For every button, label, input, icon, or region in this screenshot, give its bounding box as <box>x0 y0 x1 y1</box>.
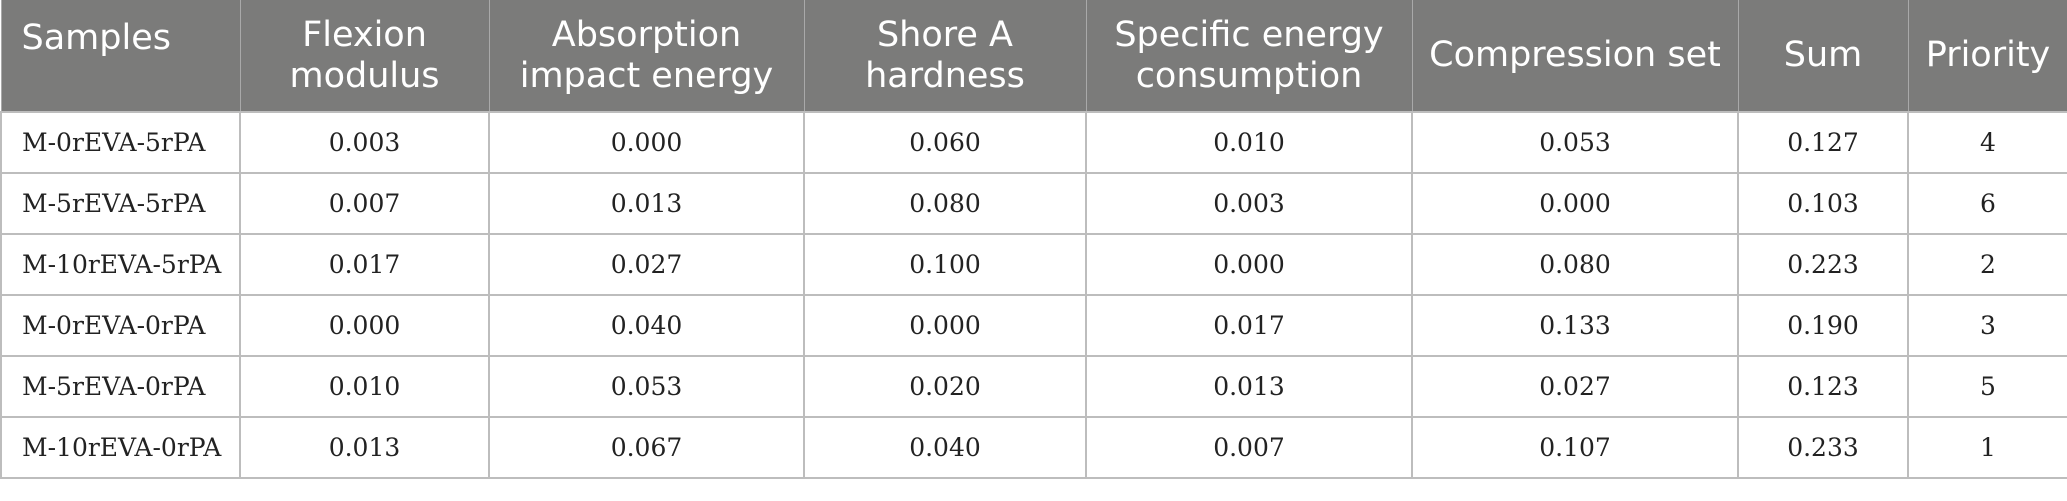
cell-sum: 0.223 <box>1737 233 1909 296</box>
table-row: M-5rEVA-0rPA 0.010 0.053 0.020 0.013 0.0… <box>0 355 2067 418</box>
cell-sample: M-10rEVA-5rPA <box>0 233 241 296</box>
cell-specific-energy-consumption: 0.007 <box>1085 416 1413 479</box>
cell-priority: 5 <box>1907 355 2067 418</box>
cell-shore-a-hardness: 0.020 <box>803 355 1087 418</box>
cell-priority: 3 <box>1907 294 2067 357</box>
cell-sum: 0.127 <box>1737 111 1909 174</box>
cell-specific-energy-consumption: 0.013 <box>1085 355 1413 418</box>
cell-sample: M-0rEVA-5rPA <box>0 111 241 174</box>
header-compression-set: Compression set <box>1411 0 1739 112</box>
cell-sum: 0.123 <box>1737 355 1909 418</box>
cell-compression-set: 0.000 <box>1411 172 1739 235</box>
cell-absorption-impact-energy: 0.000 <box>488 111 805 174</box>
cell-sum: 0.233 <box>1737 416 1909 479</box>
cell-flexion-modulus: 0.017 <box>239 233 490 296</box>
header-specific-energy-consumption: Specific energy consumption <box>1085 0 1413 112</box>
cell-priority: 6 <box>1907 172 2067 235</box>
cell-priority: 2 <box>1907 233 2067 296</box>
cell-shore-a-hardness: 0.080 <box>803 172 1087 235</box>
header-absorption-impact-energy: Absorption impact energy <box>488 0 805 112</box>
table-row: M-0rEVA-0rPA 0.000 0.040 0.000 0.017 0.1… <box>0 294 2067 357</box>
cell-compression-set: 0.107 <box>1411 416 1739 479</box>
cell-sum: 0.190 <box>1737 294 1909 357</box>
cell-absorption-impact-energy: 0.053 <box>488 355 805 418</box>
cell-absorption-impact-energy: 0.027 <box>488 233 805 296</box>
table-row: M-10rEVA-0rPA 0.013 0.067 0.040 0.007 0.… <box>0 416 2067 479</box>
table-row: M-0rEVA-5rPA 0.003 0.000 0.060 0.010 0.0… <box>0 111 2067 174</box>
cell-absorption-impact-energy: 0.067 <box>488 416 805 479</box>
table-row: M-5rEVA-5rPA 0.007 0.013 0.080 0.003 0.0… <box>0 172 2067 235</box>
header-row: Samples Flexion modulus Absorption impac… <box>0 0 2067 112</box>
cell-priority: 1 <box>1907 416 2067 479</box>
cell-absorption-impact-energy: 0.013 <box>488 172 805 235</box>
cell-shore-a-hardness: 0.100 <box>803 233 1087 296</box>
cell-priority: 4 <box>1907 111 2067 174</box>
cell-compression-set: 0.027 <box>1411 355 1739 418</box>
data-table: Samples Flexion modulus Absorption impac… <box>0 0 2067 479</box>
cell-flexion-modulus: 0.007 <box>239 172 490 235</box>
cell-flexion-modulus: 0.003 <box>239 111 490 174</box>
cell-flexion-modulus: 0.000 <box>239 294 490 357</box>
cell-shore-a-hardness: 0.040 <box>803 416 1087 479</box>
header-priority: Priority <box>1907 0 2067 112</box>
cell-sample: M-0rEVA-0rPA <box>0 294 241 357</box>
cell-compression-set: 0.133 <box>1411 294 1739 357</box>
cell-sum: 0.103 <box>1737 172 1909 235</box>
cell-compression-set: 0.053 <box>1411 111 1739 174</box>
cell-specific-energy-consumption: 0.003 <box>1085 172 1413 235</box>
cell-compression-set: 0.080 <box>1411 233 1739 296</box>
cell-shore-a-hardness: 0.000 <box>803 294 1087 357</box>
cell-sample: M-5rEVA-0rPA <box>0 355 241 418</box>
cell-flexion-modulus: 0.010 <box>239 355 490 418</box>
header-samples: Samples <box>0 0 241 112</box>
cell-specific-energy-consumption: 0.010 <box>1085 111 1413 174</box>
cell-specific-energy-consumption: 0.000 <box>1085 233 1413 296</box>
cell-shore-a-hardness: 0.060 <box>803 111 1087 174</box>
cell-specific-energy-consumption: 0.017 <box>1085 294 1413 357</box>
cell-sample: M-10rEVA-0rPA <box>0 416 241 479</box>
header-shore-a-hardness: Shore A hardness <box>803 0 1087 112</box>
header-flexion-modulus: Flexion modulus <box>239 0 490 112</box>
table-row: M-10rEVA-5rPA 0.017 0.027 0.100 0.000 0.… <box>0 233 2067 296</box>
cell-absorption-impact-energy: 0.040 <box>488 294 805 357</box>
cell-flexion-modulus: 0.013 <box>239 416 490 479</box>
header-sum: Sum <box>1737 0 1909 112</box>
cell-sample: M-5rEVA-5rPA <box>0 172 241 235</box>
